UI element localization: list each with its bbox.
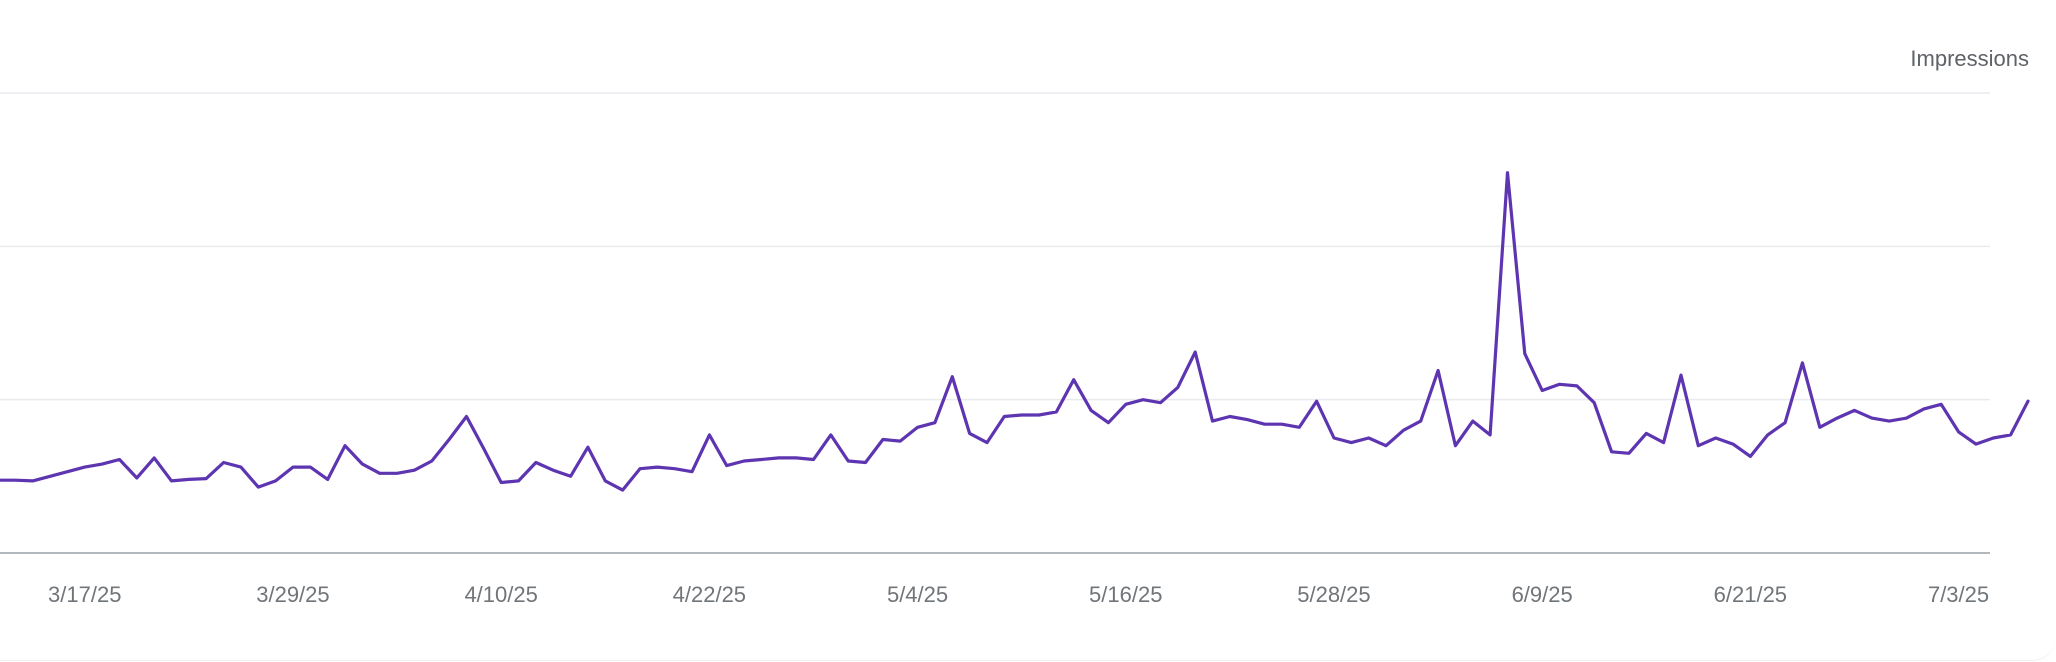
x-tick-label: 5/4/25 xyxy=(887,582,948,607)
x-tick-label: 3/17/25 xyxy=(48,582,121,607)
x-tick-label: 4/10/25 xyxy=(464,582,537,607)
x-tick-label: 3/29/25 xyxy=(256,582,329,607)
x-tick-label: 7/3/25 xyxy=(1928,582,1989,607)
x-tick-label: 5/28/25 xyxy=(1297,582,1370,607)
x-tick-label: 6/9/25 xyxy=(1512,582,1573,607)
x-tick-label: 4/22/25 xyxy=(673,582,746,607)
series-label-impressions: Impressions xyxy=(1910,46,2029,71)
gridlines xyxy=(0,92,1990,401)
x-tick-label: 5/16/25 xyxy=(1089,582,1162,607)
x-tick-label: 6/21/25 xyxy=(1714,582,1787,607)
x-axis-tick-labels: 3/17/25 3/29/25 4/10/25 4/22/25 5/4/25 5/16/2… xyxy=(48,582,1989,607)
impressions-series-line xyxy=(0,171,2030,492)
